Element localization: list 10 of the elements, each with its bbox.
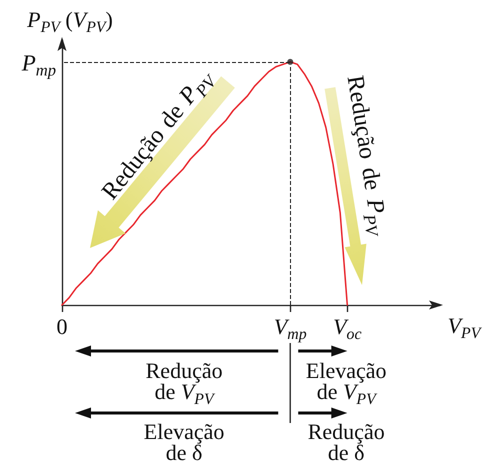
text: Elevação de V$_{PV}$ bbox=[304, 358, 388, 408]
x-tick-label: V$_{mp}$ bbox=[274, 314, 307, 344]
text: Elevação de δ bbox=[142, 419, 226, 465]
text: Redução de V$_{PV}$ bbox=[144, 358, 224, 408]
ref-line-label: P$_{mp}$ bbox=[22, 50, 56, 80]
x-tick-label: 0 bbox=[56, 314, 68, 339]
x-tick-label: V$_{oc}$ bbox=[333, 314, 362, 344]
y-axis-title: P$_{PV}$ (V$_{PV}$) bbox=[27, 7, 113, 36]
text: Redução de δ bbox=[306, 419, 386, 465]
x-axis-title: V$_{PV}$ bbox=[448, 313, 480, 342]
